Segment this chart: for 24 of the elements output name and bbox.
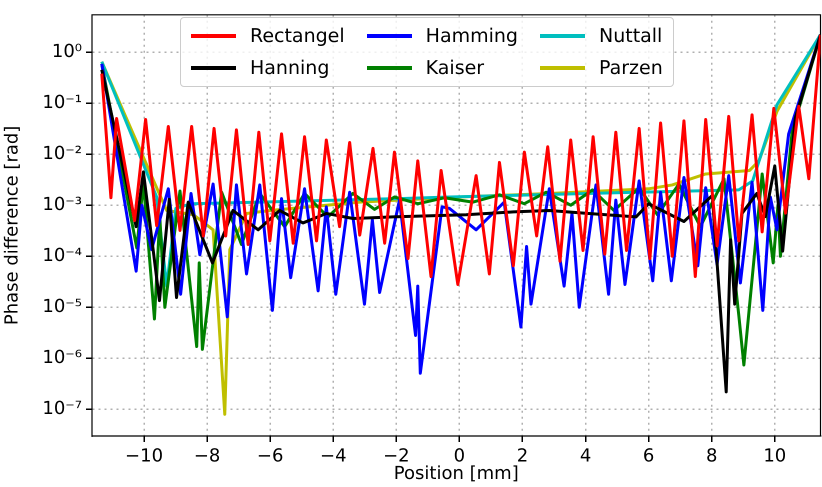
y-tick-label: 10⁻¹ (42, 92, 82, 113)
x-tick-label: 2 (516, 445, 528, 466)
y-tick-label: 10⁰ (52, 40, 82, 62)
y-tick-label: 10⁻³ (42, 194, 82, 215)
x-tick-label: −6 (256, 445, 284, 466)
x-tick-label: 4 (580, 445, 592, 466)
y-axis-title: Phase difference [rad] (1, 126, 22, 326)
x-tick-label: 8 (706, 445, 718, 466)
legend-label: Parzen (598, 56, 663, 81)
y-tick-label: 10⁻⁵ (42, 296, 82, 317)
x-tick-label: 6 (642, 445, 654, 466)
x-tick-label: −10 (125, 445, 164, 466)
legend-label: Hamming (426, 24, 518, 49)
y-tick-label: 10⁻⁴ (42, 244, 82, 266)
x-tick-label: 10 (763, 445, 786, 466)
legend-label: Hanning (250, 56, 330, 81)
y-tick-label: 10⁻⁶ (42, 346, 82, 368)
x-tick-label: −8 (194, 445, 220, 466)
y-tick-label: 10⁻² (42, 142, 82, 164)
y-tick-label: 10⁻⁷ (42, 398, 82, 419)
legend-label: Nuttall (598, 24, 662, 49)
legend-label: Rectangel (250, 24, 345, 49)
legend-label: Kaiser (426, 56, 484, 81)
x-tick-label: −4 (320, 445, 347, 466)
